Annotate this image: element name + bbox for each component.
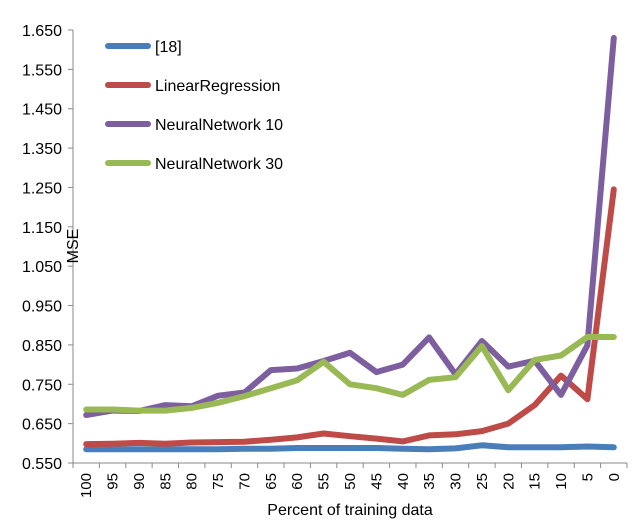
x-tick-label: 90 bbox=[131, 473, 148, 490]
x-tick-label: 15 bbox=[527, 473, 544, 490]
x-tick-label: 70 bbox=[236, 473, 253, 490]
x-tick-label: 5 bbox=[579, 473, 596, 481]
x-axis: 100 95 90 85 80 75 70 65 60 55 50 45 40 35 30 25 20 15 10 5… bbox=[72, 462, 628, 498]
series-line-3 bbox=[83, 334, 617, 414]
legend-label: NeuralNetwork 30 bbox=[155, 156, 283, 173]
x-tick-label: 10 bbox=[553, 473, 570, 490]
series-line-0 bbox=[83, 442, 617, 453]
legend-label: [18] bbox=[155, 39, 182, 56]
y-tick-label: 1.150 bbox=[22, 220, 62, 237]
x-tick-label: 50 bbox=[342, 473, 359, 490]
series-layer bbox=[83, 34, 617, 453]
legend-label: NeuralNetwork 10 bbox=[155, 117, 283, 134]
y-tick-label: 0.850 bbox=[22, 338, 62, 355]
series-line-1 bbox=[83, 186, 617, 448]
y-tick-label: 0.550 bbox=[22, 456, 62, 473]
x-tick-label: 100 bbox=[78, 473, 95, 498]
x-tick-label: 25 bbox=[474, 473, 491, 490]
y-axis-label: MSE bbox=[65, 229, 82, 264]
y-tick-label: 1.350 bbox=[22, 141, 62, 158]
y-tick-label: 1.250 bbox=[22, 180, 62, 197]
y-tick-label: 1.550 bbox=[22, 62, 62, 79]
y-tick-label: 1.650 bbox=[22, 23, 62, 40]
x-tick-label: 45 bbox=[368, 473, 385, 490]
x-tick-label: 65 bbox=[263, 473, 280, 490]
legend-label: LinearRegression bbox=[155, 78, 280, 95]
x-tick-label: 80 bbox=[184, 473, 201, 490]
y-tick-label: 1.050 bbox=[22, 259, 62, 276]
y-axis: 0.550 0.650 0.750 0.850 0.950 1.050 1.150 1.250… bbox=[22, 23, 74, 473]
y-tick-label: 1.450 bbox=[22, 102, 62, 119]
y-tick-label: 0.650 bbox=[22, 417, 62, 434]
legend: [18] LinearRegression NeuralNetwork 10 Neur… bbox=[105, 39, 283, 173]
x-tick-label: 60 bbox=[289, 473, 306, 490]
x-tick-label: 95 bbox=[105, 473, 122, 490]
x-tick-label: 20 bbox=[500, 473, 517, 490]
x-tick-label: 0 bbox=[606, 473, 623, 481]
x-tick-label: 75 bbox=[210, 473, 227, 490]
x-tick-label: 85 bbox=[157, 473, 174, 490]
x-tick-label: 30 bbox=[448, 473, 465, 490]
y-tick-label: 0.950 bbox=[22, 299, 62, 316]
x-axis-label: Percent of training data bbox=[267, 502, 433, 519]
x-tick-label: 35 bbox=[421, 473, 438, 490]
series-line-2 bbox=[83, 34, 617, 418]
x-tick-label: 55 bbox=[316, 473, 333, 490]
y-tick-label: 0.750 bbox=[22, 377, 62, 394]
x-tick-label: 40 bbox=[395, 473, 412, 490]
